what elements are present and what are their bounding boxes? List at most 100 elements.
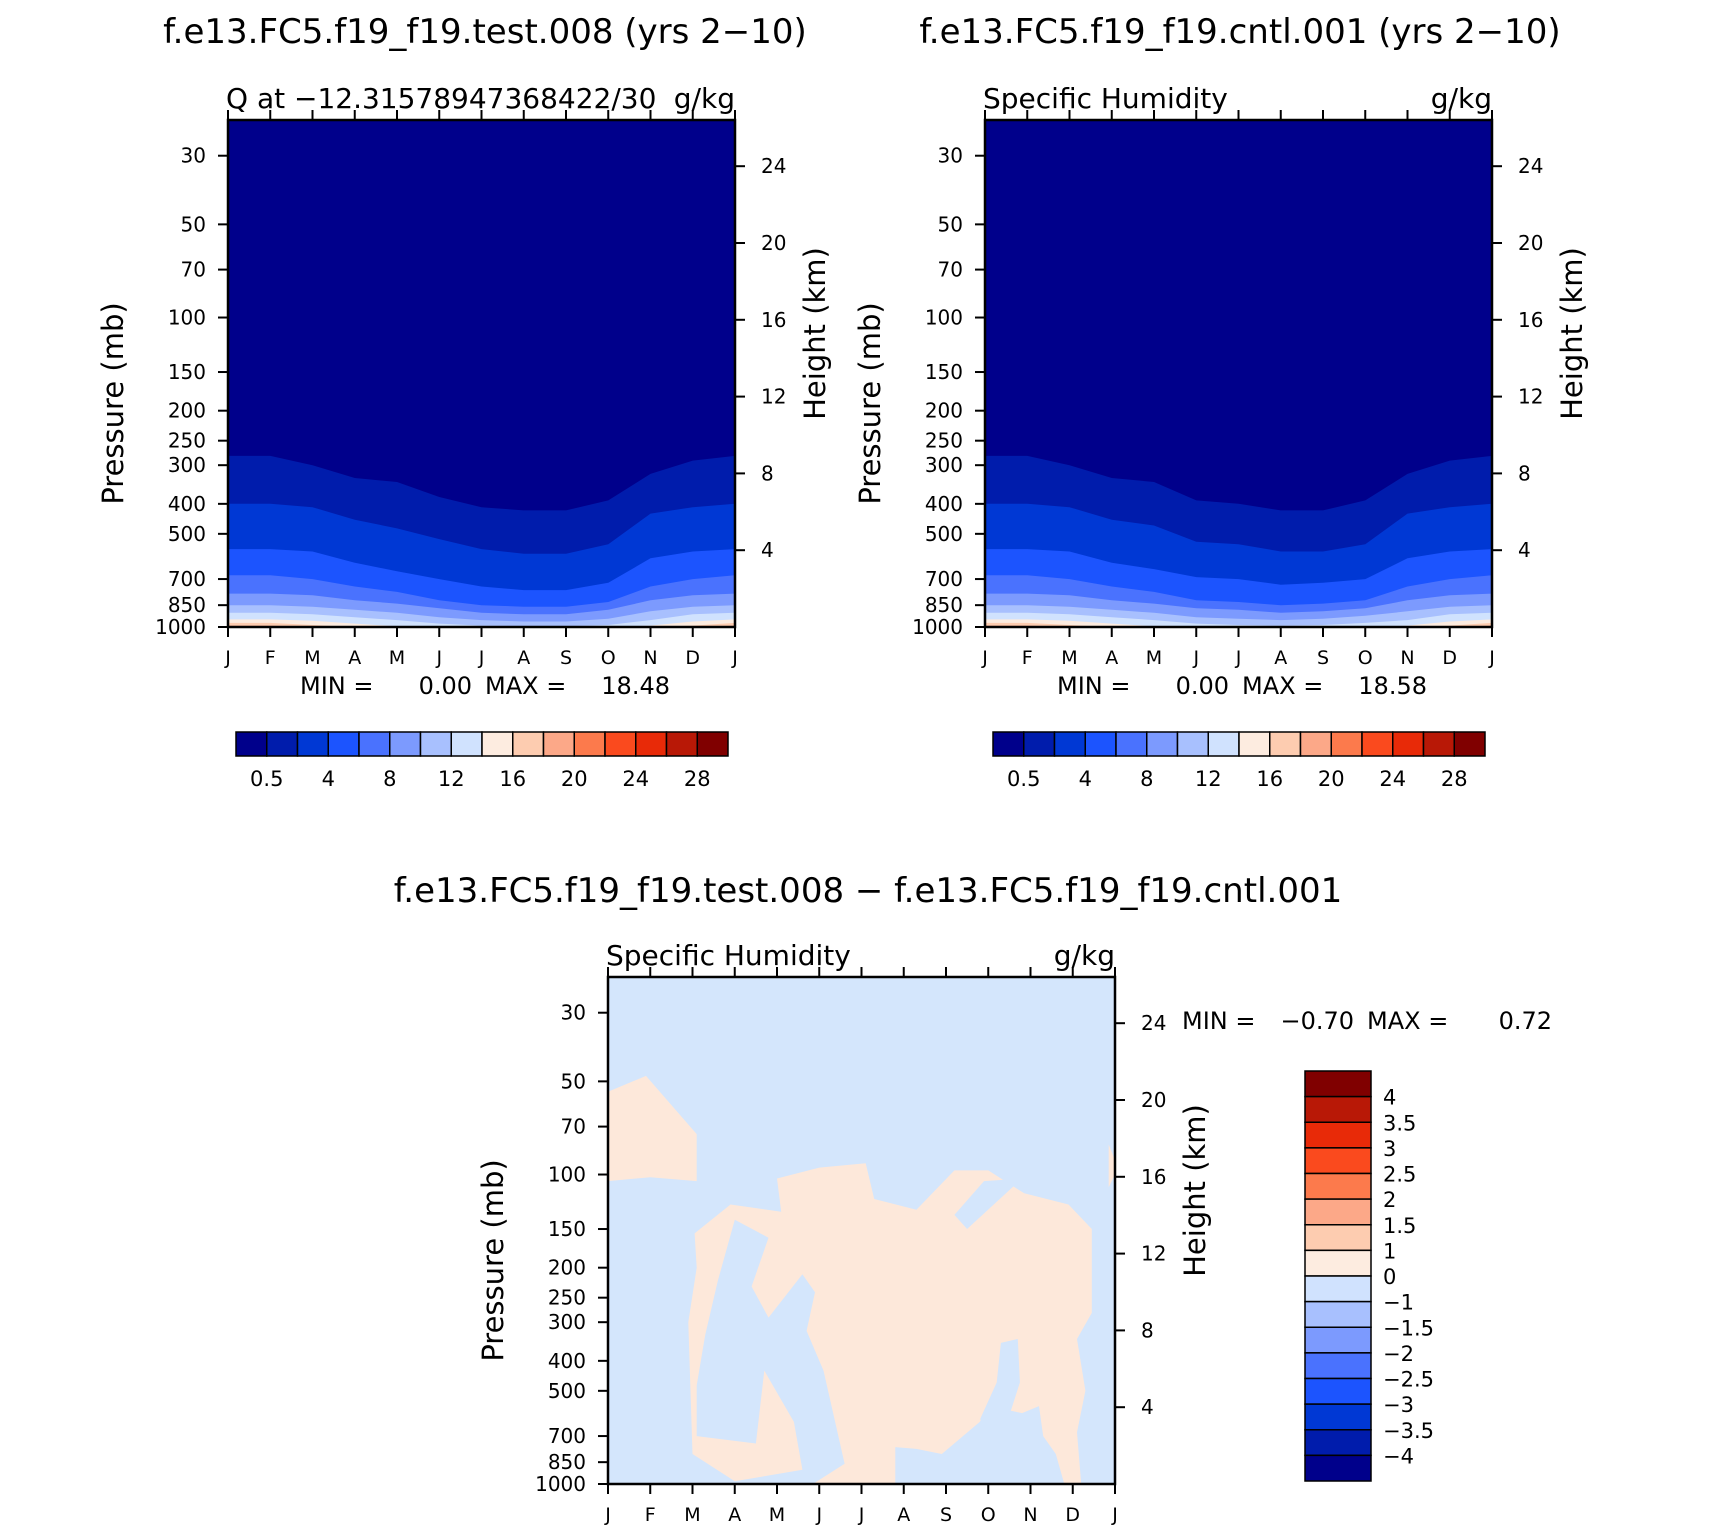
colorbar-label: 4: [322, 767, 335, 791]
y-tick-label: 200: [168, 399, 206, 423]
y-tick-label: 70: [561, 1115, 586, 1139]
contour-band: [979, 1339, 1020, 1420]
max-label: MAX =: [1367, 1007, 1448, 1035]
colorbar-box: [1304, 1198, 1372, 1226]
colorbar-label: 24: [622, 767, 649, 791]
x-tick-label: J: [478, 647, 485, 669]
colorbar-box: [1304, 1095, 1372, 1123]
colorbar-box: [1238, 731, 1271, 757]
subtitle-left: Specific Humidity: [983, 82, 1228, 115]
x-tick-label: J: [224, 647, 231, 669]
colorbar-label: 0: [1383, 1265, 1396, 1289]
colorbar-box: [358, 731, 391, 757]
y-axis-label: Pressure (mb): [853, 302, 887, 504]
x-tick-label: S: [560, 647, 572, 669]
y-tick-label: 300: [548, 1310, 586, 1334]
colorbar-box: [1304, 1275, 1372, 1303]
y-tick-label: 50: [181, 212, 206, 236]
min-max-stats: MIN = −0.70 MAX = 0.72: [1182, 1007, 1552, 1035]
height-tick-label: 20: [1141, 1088, 1166, 1112]
y-tick-label: 100: [548, 1163, 586, 1187]
min-value: 0.00: [419, 672, 472, 700]
colorbar-box: [1392, 731, 1425, 757]
colorbar-box: [1207, 731, 1240, 757]
height-tick-label: 12: [761, 385, 786, 409]
x-tick-label: M: [684, 1504, 700, 1526]
colorbar-box: [1053, 731, 1086, 757]
max-label: MAX =: [485, 672, 566, 700]
colorbar-label: 12: [1195, 767, 1222, 791]
colorbar-box: [327, 731, 360, 757]
colorbar-label: 3: [1383, 1137, 1396, 1161]
contour-band: [985, 612, 1492, 627]
colorbar-box: [1304, 1121, 1372, 1149]
y-tick-label: 400: [548, 1349, 586, 1373]
x-tick-label: J: [604, 1504, 611, 1526]
panel-test: Q at −12.31578947368422/30 g/kg J F M A M J J A S O…: [96, 82, 832, 791]
colorbar-box: [419, 731, 452, 757]
colorbar-box: [1304, 1403, 1372, 1431]
y-tick-label: 700: [168, 567, 206, 591]
x-tick-label: F: [645, 1504, 656, 1526]
y-axis-label-right: Height (km): [798, 247, 832, 420]
colorbar-label: 8: [383, 767, 396, 791]
x-tick-label: J: [858, 1504, 865, 1526]
x-tick-label: J: [1235, 647, 1242, 669]
x-tick-label: D: [685, 647, 700, 669]
min-label: MIN =: [1057, 672, 1130, 700]
colorbar-box: [1304, 1352, 1372, 1380]
y-axis-label-right: Height (km): [1178, 1104, 1212, 1277]
y-tick-label: 1000: [155, 615, 206, 639]
subtitle-units: g/kg: [1054, 939, 1115, 972]
colorbar: 43.532.521.510−1−1.5−2−2.5−3−3.5−4: [1304, 1070, 1434, 1482]
height-tick-label: 4: [1141, 1395, 1154, 1419]
y-tick-label: 70: [938, 258, 963, 282]
x-tick-label: M: [389, 647, 405, 669]
y-tick-label: 100: [168, 306, 206, 330]
colorbar-box: [1023, 731, 1056, 757]
x-tick-label: N: [643, 647, 657, 669]
x-tick-label: N: [1023, 1504, 1037, 1526]
colorbar-box: [1304, 1249, 1372, 1277]
colorbar-box: [1304, 1147, 1372, 1175]
y-tick-label: 50: [561, 1069, 586, 1093]
x-tick-label: D: [1442, 647, 1457, 669]
height-tick-label: 20: [761, 231, 786, 255]
colorbar-box: [1084, 731, 1117, 757]
colorbar-label: 28: [684, 767, 711, 791]
colorbar-box: [389, 731, 422, 757]
title-right: f.e13.FC5.f19_f19.cntl.001 (yrs 2−10): [919, 12, 1560, 52]
y-tick-label: 500: [168, 522, 206, 546]
colorbar-label: 16: [499, 767, 526, 791]
colorbar-box: [450, 731, 483, 757]
y-tick-label: 30: [938, 144, 963, 168]
colorbar-box: [266, 731, 299, 757]
colorbar-box: [1304, 1326, 1372, 1354]
contour-band: [1108, 1144, 1115, 1188]
y-tick-label: 100: [925, 306, 963, 330]
height-tick-label: 12: [1518, 385, 1543, 409]
min-max-stats: MIN = 0.00 MAX = 18.58: [1057, 672, 1427, 700]
colorbar-label: 1: [1383, 1239, 1396, 1263]
colorbar-label: 3.5: [1383, 1111, 1416, 1135]
y-tick-label: 150: [168, 360, 206, 384]
panel-cntl: Specific Humidity g/kg J F M A M J J A S O N D J 30 50 70…: [853, 82, 1589, 791]
contour-field: [228, 120, 735, 627]
y-tick-label: 30: [561, 1001, 586, 1025]
colorbar-label: 20: [561, 767, 588, 791]
colorbar-label: −2.5: [1383, 1368, 1434, 1392]
x-tick-label: M: [1061, 647, 1077, 669]
subtitle-left: Specific Humidity: [606, 939, 851, 972]
y-axis-label: Pressure (mb): [96, 302, 130, 504]
x-tick-label: J: [435, 647, 442, 669]
y-tick-label: 700: [925, 567, 963, 591]
y-tick-label: 400: [925, 492, 963, 516]
colorbar-label: 2: [1383, 1188, 1396, 1212]
x-tick-label: A: [728, 1504, 741, 1526]
x-tick-label: F: [1022, 647, 1033, 669]
height-tick-label: 16: [761, 308, 786, 332]
colorbar-label: 2.5: [1383, 1163, 1416, 1187]
y-tick-label: 700: [548, 1424, 586, 1448]
x-tick-label: S: [940, 1504, 952, 1526]
colorbar-box: [1304, 1224, 1372, 1252]
